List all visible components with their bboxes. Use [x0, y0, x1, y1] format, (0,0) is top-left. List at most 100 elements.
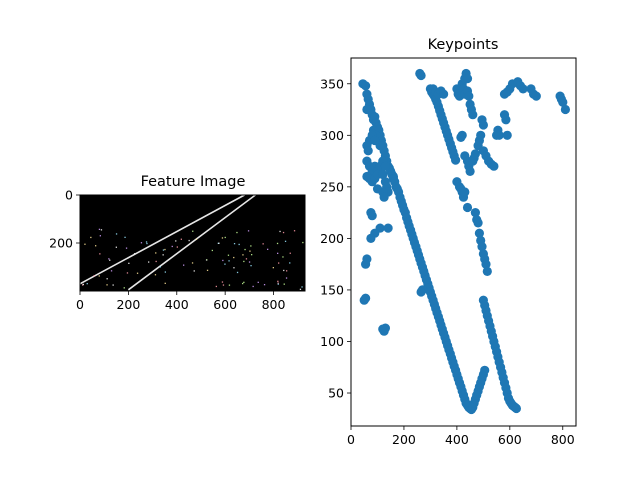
noise-speck	[233, 243, 236, 245]
noise-speck	[98, 275, 100, 277]
noise-speck	[183, 264, 185, 266]
x-tick-label: 400	[165, 297, 189, 312]
y-tick-label: 200	[49, 236, 73, 251]
noise-speck	[293, 230, 296, 232]
feature-image-panel: Feature Image 0 200 400 600 800 0 200	[49, 174, 306, 313]
keypoint	[460, 187, 470, 197]
noise-speck	[276, 242, 279, 245]
noise-speck	[282, 256, 284, 258]
keypoint	[378, 169, 388, 180]
y-tick-label: 200	[320, 231, 344, 246]
keypoint	[494, 130, 504, 140]
noise-speck	[155, 260, 157, 263]
y-tick-label: 350	[320, 76, 344, 91]
keypoints-frame	[350, 57, 577, 427]
noise-speck	[82, 283, 84, 286]
keypoint	[474, 228, 484, 238]
noise-speck	[155, 252, 157, 254]
noise-speck	[242, 282, 244, 285]
noise-speck	[99, 253, 101, 255]
noise-speck	[109, 259, 111, 261]
noise-speck	[284, 240, 287, 242]
x-tick-label: 600	[213, 297, 237, 312]
noise-speck	[302, 241, 304, 244]
feature-image-lines	[79, 194, 256, 291]
noise-speck	[115, 246, 117, 248]
noise-speck	[206, 269, 209, 271]
noise-speck	[154, 274, 157, 276]
keypoint	[367, 211, 377, 221]
x-tick-label: 800	[262, 297, 286, 312]
noise-speck	[159, 266, 161, 268]
noise-speck	[221, 237, 224, 239]
keypoint	[361, 81, 371, 91]
noise-speck	[148, 261, 150, 263]
feature-image-axes: 0 200 400 600 800 0 200	[49, 188, 285, 313]
noise-speck	[195, 238, 198, 240]
noise-speck	[286, 270, 288, 272]
keypoint	[480, 365, 490, 375]
feature-line-0	[79, 194, 245, 285]
keypoint	[470, 208, 480, 218]
noise-speck	[252, 285, 254, 288]
noise-speck	[146, 242, 148, 245]
keypoint	[477, 242, 487, 252]
noise-speck	[283, 283, 285, 285]
x-tick-label: 200	[116, 297, 140, 312]
noise-speck	[191, 262, 194, 264]
noise-speck	[249, 250, 251, 252]
keypoint	[511, 403, 521, 414]
keypoint	[465, 166, 475, 176]
noise-speck	[263, 284, 266, 286]
keypoint	[558, 97, 568, 107]
noise-speck	[193, 270, 195, 272]
noise-speck	[238, 243, 240, 246]
noise-speck	[279, 230, 281, 233]
keypoint	[439, 89, 449, 99]
noise-speck	[140, 242, 143, 244]
keypoints-scatter	[358, 68, 571, 415]
keypoint	[481, 259, 491, 269]
noise-speck	[278, 262, 280, 264]
noise-speck	[236, 231, 238, 234]
noise-speck	[124, 236, 126, 238]
x-tick-label: 600	[498, 432, 522, 447]
noise-speck	[95, 245, 97, 247]
noise-speck	[243, 281, 245, 283]
noise-speck	[128, 262, 130, 264]
noise-speck	[136, 272, 139, 274]
keypoints-panel: Keypoints 0 200 400 600 800 50 100 150 200 250 300…	[320, 37, 577, 447]
noise-speck	[176, 246, 178, 248]
noise-speck	[224, 236, 226, 239]
keypoint	[370, 135, 380, 146]
noise-speck	[222, 259, 224, 262]
y-tick-label: 250	[320, 179, 344, 194]
noise-speck	[272, 267, 274, 269]
noise-speck	[100, 229, 103, 231]
keypoint	[473, 218, 483, 228]
noise-speck	[164, 248, 166, 251]
noise-speck	[108, 258, 110, 260]
y-tick-label: 300	[320, 128, 344, 143]
keypoint	[361, 259, 371, 269]
noise-speck	[211, 249, 213, 252]
noise-speck	[224, 263, 226, 265]
noise-speck	[222, 284, 225, 286]
keypoint	[489, 161, 499, 171]
y-tick-label: 0	[65, 188, 73, 203]
keypoint	[383, 223, 393, 233]
noise-speck	[301, 286, 303, 288]
x-tick-label: 400	[445, 432, 469, 447]
noise-speck	[227, 254, 230, 256]
noise-speck	[277, 280, 279, 282]
noise-speck	[84, 243, 86, 245]
keypoint	[518, 84, 528, 94]
keypoint	[470, 149, 480, 159]
noise-speck	[90, 236, 92, 239]
noise-speck	[228, 284, 231, 286]
noise-speck	[171, 245, 173, 248]
keypoint	[464, 91, 474, 101]
noise-speck	[233, 256, 235, 259]
noise-speck	[289, 262, 291, 264]
